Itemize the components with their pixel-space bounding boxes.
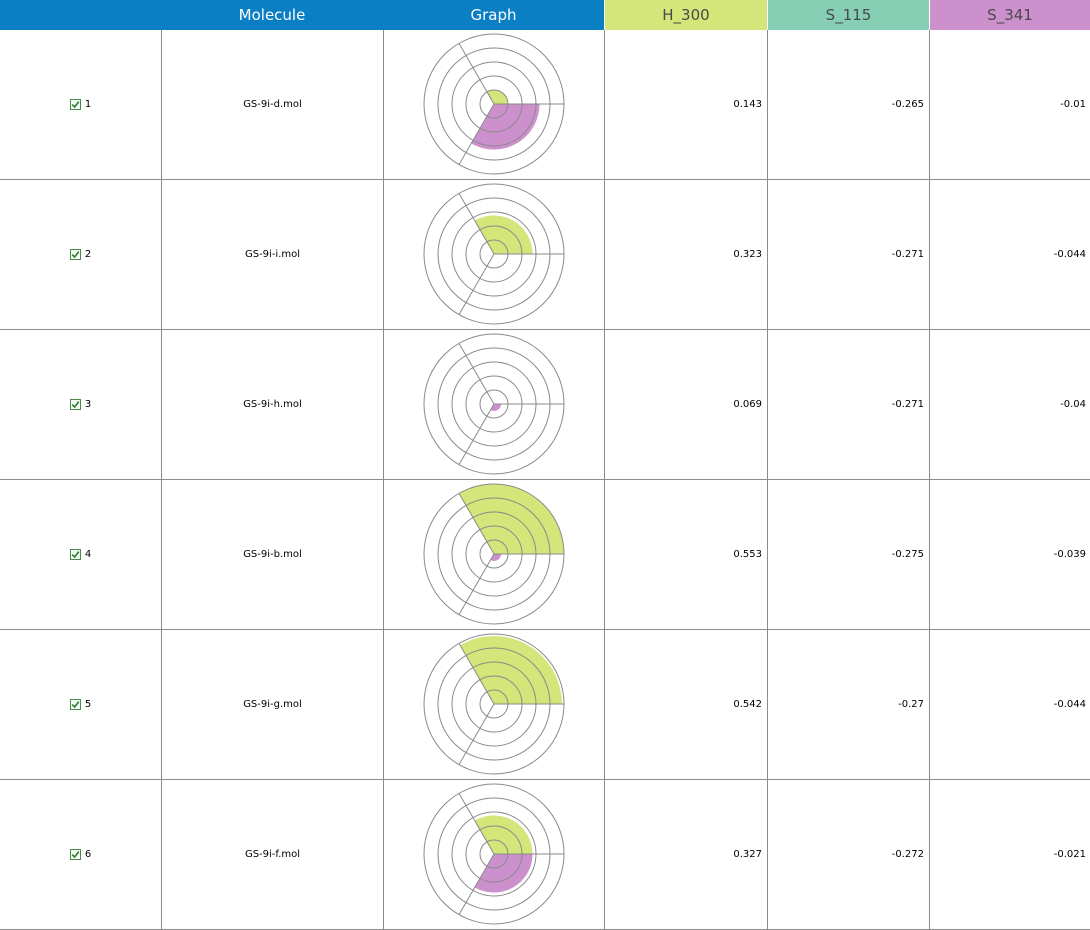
checkmark-icon [71,101,80,109]
molecule-cell: GS-9i-b.mol [162,480,384,629]
radar-chart [423,633,565,775]
molecule-cell: GS-9i-g.mol [162,630,384,779]
table-row[interactable]: 6 GS-9i-f.mol 0.327 -0.272 -0.021 [0,780,1090,930]
row-index: 1 [84,99,92,110]
row-checkbox[interactable] [69,849,81,860]
header-graph[interactable]: Graph [383,0,604,30]
radar-spoke [458,703,495,765]
radar-spoke [458,343,495,405]
checkmark-icon [71,401,80,409]
radar-spoke [458,403,495,465]
table-row[interactable]: 5 GS-9i-g.mol 0.542 -0.27 -0.044 [0,630,1090,780]
checkmark-icon [71,251,80,259]
sector-s341 [471,104,540,150]
s115-value: -0.275 [768,480,930,629]
radar-chart [423,333,565,475]
table-row[interactable]: 4 GS-9i-b.mol 0.553 -0.275 -0.039 [0,480,1090,630]
index-cell: 4 [0,480,162,629]
sector-s341 [474,854,533,893]
molecule-cell: GS-9i-d.mol [162,30,384,179]
checkmark-icon [71,551,80,559]
molecule-cell: GS-9i-f.mol [162,780,384,929]
radar-graph-cell [384,780,605,929]
h300-value: 0.323 [605,180,768,329]
s341-value: -0.021 [1053,849,1086,860]
sector-h300 [459,484,564,554]
header-molecule[interactable]: Molecule [161,0,383,30]
radar-graph-cell [384,630,605,779]
s115-value: -0.27 [768,630,930,779]
sector-h300 [460,636,562,704]
row-index: 3 [84,399,92,410]
s115-value: -0.271 [768,330,930,479]
radar-chart [423,183,565,325]
radar-spoke [458,193,495,255]
header-s115[interactable]: S_115 [767,0,929,30]
sector-h300 [474,815,533,854]
h300-value: 0.069 [605,330,768,479]
row-checkbox[interactable] [69,99,81,110]
table-row[interactable]: 1 GS-9i-d.mol 0.143 -0.265 -0.01 [0,30,1090,180]
radar-graph-cell [384,480,605,629]
row-checkbox[interactable] [69,249,81,260]
s115-value: -0.271 [768,180,930,329]
radar-graph-cell [384,330,605,479]
radar-chart [423,483,565,625]
radar-spoke [458,43,495,105]
molecule-cell: GS-9i-h.mol [162,330,384,479]
row-index: 2 [84,249,92,260]
table-row[interactable]: 2 GS-9i-i.mol 0.323 -0.271 -0.044 [0,180,1090,330]
s341-value: -0.044 [1053,249,1086,260]
table-row[interactable]: 3 GS-9i-h.mol 0.069 -0.271 -0.04 [0,330,1090,480]
radar-graph-cell [384,180,605,329]
header-h300[interactable]: H_300 [604,0,767,30]
radar-spoke [458,793,495,855]
row-checkbox[interactable] [69,699,81,710]
s115-value: -0.265 [768,30,930,179]
row-checkbox[interactable] [69,399,81,410]
h300-value: 0.327 [605,780,768,929]
radar-spoke [458,853,495,915]
row-checkbox[interactable] [69,549,81,560]
h300-value: 0.553 [605,480,768,629]
radar-spoke [458,253,495,315]
molecule-cell: GS-9i-i.mol [162,180,384,329]
sector-h300 [474,215,533,254]
index-cell: 5 [0,630,162,779]
h300-value: 0.542 [605,630,768,779]
s341-value: -0.039 [1053,549,1086,560]
index-cell: 2 [0,180,162,329]
h300-value: 0.143 [605,30,768,179]
s115-value: -0.272 [768,780,930,929]
radar-spoke [458,553,495,615]
row-index: 6 [84,849,92,860]
index-cell: 3 [0,330,162,479]
header-s341[interactable]: S_341 [929,0,1090,30]
s341-value: -0.04 [1060,399,1086,410]
radar-spoke [458,103,495,165]
s341-value: -0.044 [1053,699,1086,710]
row-index: 5 [84,699,92,710]
header-index[interactable] [0,0,161,30]
checkmark-icon [71,851,80,859]
radar-spoke [458,643,495,705]
checkmark-icon [71,701,80,709]
index-cell: 6 [0,780,162,929]
radar-chart [423,33,565,175]
row-index: 4 [84,549,92,560]
radar-graph-cell [384,30,605,179]
index-cell: 1 [0,30,162,179]
radar-chart [423,783,565,925]
s341-value: -0.01 [1060,99,1086,110]
radar-spoke [458,493,495,555]
